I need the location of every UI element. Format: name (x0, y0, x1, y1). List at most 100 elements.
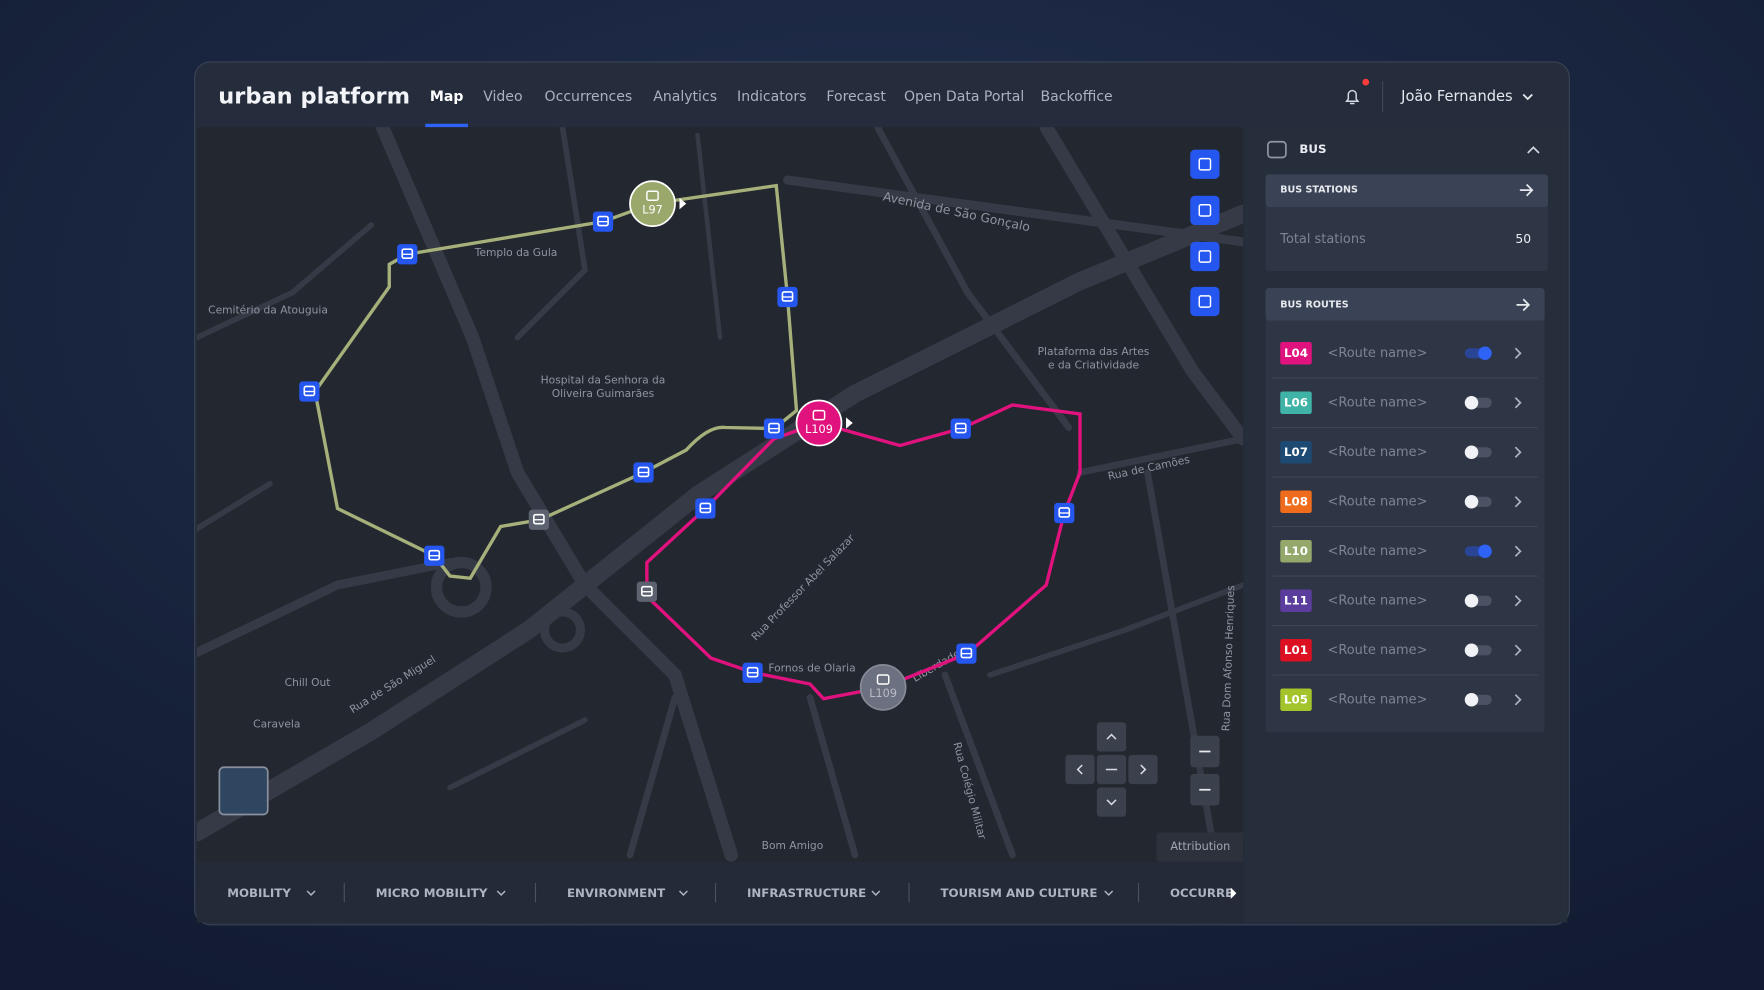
notification-dot (1362, 78, 1370, 86)
nav-item[interactable]: Backoffice (1041, 89, 1113, 105)
route-badge (1280, 589, 1312, 612)
nav-item[interactable]: Forecast (826, 89, 886, 105)
map-label: Chill Out (285, 676, 331, 689)
pan-button[interactable] (1065, 754, 1095, 785)
pan-icon (1076, 764, 1083, 775)
nav-item[interactable]: Indicators (737, 89, 806, 105)
bus-icon (1267, 140, 1287, 159)
route-code: L07 (1284, 445, 1308, 459)
category-scroll[interactable] (1230, 887, 1237, 899)
route-code: L11 (1284, 593, 1308, 607)
row-chevron[interactable] (1514, 496, 1522, 508)
map-label: Templo da Gula (474, 246, 558, 259)
nav-item[interactable]: Occurrences (545, 89, 633, 105)
route-badge (1280, 688, 1312, 711)
map-label: Oliveira Guimarães (552, 387, 655, 400)
map-tool-button[interactable] (1190, 149, 1220, 179)
vehicle-marker[interactable] (859, 664, 907, 711)
street (447, 717, 588, 791)
category-chevron (496, 890, 506, 896)
map-tool-button[interactable] (1190, 241, 1220, 272)
map-label: Bom Amigo (762, 839, 824, 852)
row-chevron[interactable] (1514, 446, 1522, 458)
map-tool-button[interactable] (1190, 195, 1220, 225)
roundabout (430, 556, 492, 618)
category-tab[interactable]: TOURISM AND CULTURE (941, 886, 1098, 900)
route-code: L08 (1284, 494, 1308, 508)
toggle-knob (1478, 544, 1492, 558)
category-tab[interactable]: INFRASTRUCTURE (747, 886, 866, 900)
map-label: Cemitério da Atouguia (208, 304, 328, 317)
map-tool-icon (1198, 157, 1212, 171)
bell-icon[interactable] (1345, 89, 1360, 105)
card-arrow[interactable] (1516, 298, 1531, 312)
row-chevron[interactable] (1514, 694, 1522, 706)
nav-item[interactable]: Video (483, 89, 522, 105)
map-tool-button[interactable] (1190, 286, 1220, 317)
stat-label: Total stations (1279, 232, 1366, 247)
attribution[interactable]: Attribution (1170, 840, 1230, 853)
vehicle-label: L109 (805, 423, 833, 436)
vehicle-marker[interactable] (795, 399, 843, 447)
street (987, 582, 1244, 678)
zoom-icon (1199, 750, 1211, 753)
pan-icon (1106, 799, 1117, 806)
street (1076, 435, 1244, 476)
route-badge (1280, 639, 1312, 662)
card-arrow[interactable] (1519, 183, 1534, 197)
route-name: <Route name> (1328, 692, 1428, 707)
category-bar (196, 861, 1244, 923)
layer-thumbnail[interactable] (218, 766, 269, 816)
map-label: Rua Dom Afonso Henriques (1219, 585, 1237, 732)
user-chevron[interactable] (1522, 93, 1533, 101)
nav-item[interactable]: Open Data Portal (904, 89, 1024, 105)
toggle-knob (1464, 643, 1479, 657)
card-title: BUS STATIONS (1280, 185, 1358, 196)
pan-button[interactable] (1096, 787, 1127, 817)
row-chevron[interactable] (1514, 397, 1522, 409)
map-tool-icon (1198, 204, 1212, 217)
map-label: e da Criatividade (1048, 359, 1139, 372)
vehicle-heading (846, 417, 853, 429)
category-chevron (871, 890, 881, 896)
category-tab[interactable]: MOBILITY (227, 886, 291, 900)
street (375, 127, 738, 862)
route-badge (1280, 441, 1312, 464)
row-chevron[interactable] (1514, 347, 1522, 359)
pan-button[interactable] (1128, 754, 1158, 785)
category-tab[interactable]: ENVIRONMENT (567, 886, 665, 900)
collapse-chevron[interactable] (1527, 146, 1540, 154)
route-code: L04 (1284, 346, 1308, 360)
vehicle-icon (876, 674, 890, 685)
vehicle-marker[interactable] (629, 180, 676, 227)
category-tab[interactable]: MICRO MOBILITY (376, 886, 488, 900)
route-badge (1280, 490, 1312, 513)
map-label: Plataforma das Artes (1038, 345, 1150, 358)
map-label: Hospital da Senhora da (541, 373, 666, 386)
nav-active-indicator (425, 123, 468, 128)
route-badge (1280, 391, 1312, 414)
category-chevron (1104, 890, 1114, 896)
route-code: L06 (1284, 395, 1308, 409)
street (196, 222, 375, 341)
user-name[interactable]: João Fernandes (1400, 88, 1512, 105)
attribution-box (1156, 832, 1244, 862)
category-tab[interactable]: OCCURREN (1170, 886, 1243, 900)
row-chevron[interactable] (1514, 644, 1522, 656)
logo: urban platform (218, 83, 410, 109)
row-chevron[interactable] (1514, 595, 1522, 607)
vehicle-label: L109 (869, 687, 897, 700)
map-tool-icon (1198, 295, 1212, 308)
toggle-knob (1478, 346, 1492, 360)
street (783, 175, 1244, 247)
street (941, 671, 1016, 859)
vehicle-icon (812, 409, 826, 421)
pan-button[interactable] (1096, 722, 1127, 752)
nav-item[interactable]: Analytics (653, 89, 717, 105)
street (626, 694, 679, 859)
street (196, 558, 455, 657)
nav-item[interactable]: Map (430, 89, 464, 105)
row-chevron[interactable] (1514, 545, 1522, 557)
